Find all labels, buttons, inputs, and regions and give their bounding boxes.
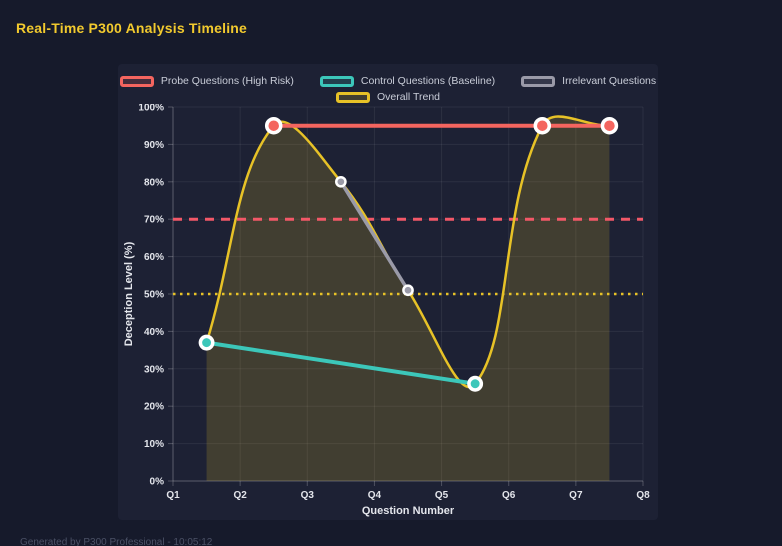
svg-text:Q3: Q3 [301, 490, 315, 501]
svg-text:Q5: Q5 [435, 490, 449, 501]
legend-swatch-control-icon [319, 75, 354, 87]
svg-text:30%: 30% [144, 364, 164, 375]
chart-panel: Probe Questions (High Risk) Control Ques… [118, 64, 658, 520]
legend-swatch-irrelevant-icon [521, 75, 556, 87]
svg-text:90%: 90% [144, 140, 164, 151]
svg-text:Question Number: Question Number [362, 505, 455, 517]
legend-swatch-probe-icon [119, 75, 154, 87]
svg-text:Q4: Q4 [368, 490, 382, 501]
legend-item-control[interactable]: Control Questions (Baseline) [319, 75, 496, 87]
svg-text:Q8: Q8 [636, 490, 650, 501]
svg-text:100%: 100% [138, 104, 164, 114]
legend-item-trend[interactable]: Overall Trend [335, 91, 441, 103]
legend-label-probe: Probe Questions (High Risk) [160, 75, 294, 87]
svg-text:40%: 40% [144, 327, 164, 338]
legend-label-irrelevant: Irrelevant Questions [562, 75, 657, 87]
svg-text:Q6: Q6 [502, 490, 516, 501]
svg-text:0%: 0% [150, 477, 165, 488]
svg-text:Deception Level (%): Deception Level (%) [123, 241, 135, 346]
footer-note: Generated by P300 Professional - 10:05:1… [20, 537, 213, 546]
chart-canvas[interactable]: Q1 Q2 Q3 Q4 Q5 Q6 Q7 Q8 0% 10% 20% 30% 40% 50% 60% 70% 8… [118, 104, 658, 520]
legend-swatch-trend-icon [335, 91, 370, 103]
legend-item-irrelevant[interactable]: Irrelevant Questions [521, 75, 656, 87]
svg-text:Q7: Q7 [569, 490, 583, 501]
svg-text:70%: 70% [144, 215, 164, 226]
legend-row-2: Overall Trend [118, 89, 658, 105]
svg-text:80%: 80% [144, 177, 164, 188]
legend-label-trend: Overall Trend [376, 91, 441, 103]
svg-text:60%: 60% [144, 252, 164, 263]
svg-text:10%: 10% [144, 439, 164, 450]
svg-text:50%: 50% [144, 290, 164, 301]
legend-row-1: Probe Questions (High Risk) Control Ques… [118, 73, 658, 89]
legend-label-control: Control Questions (Baseline) [360, 75, 496, 87]
page-title: Real-Time P300 Analysis Timeline [16, 20, 248, 36]
chart-legend: Probe Questions (High Risk) Control Ques… [118, 64, 658, 105]
svg-text:20%: 20% [144, 402, 164, 413]
legend-item-probe[interactable]: Probe Questions (High Risk) [119, 75, 294, 87]
svg-text:Q1: Q1 [166, 490, 180, 501]
svg-text:Q2: Q2 [233, 490, 247, 501]
